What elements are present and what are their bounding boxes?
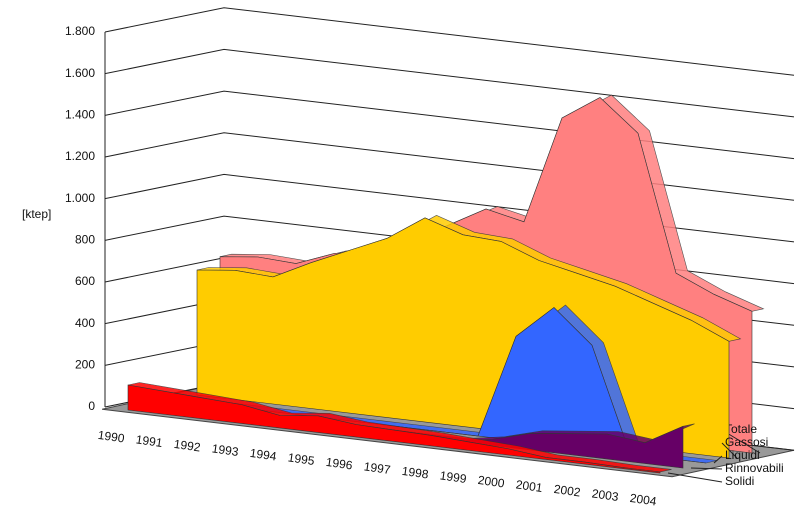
legend-label: Solidi: [725, 474, 754, 488]
x-tick-label: 2002: [553, 482, 582, 500]
grid-line: [104, 48, 795, 118]
legend-leader: [667, 472, 723, 483]
y-tick-label: 1.000: [65, 191, 95, 205]
grid-line: [104, 132, 795, 201]
grid-line: [104, 7, 795, 76]
y-tick-label: 0: [88, 399, 95, 413]
x-tick-label: 1992: [173, 437, 202, 455]
legend-leader: [690, 467, 723, 470]
x-tick-label: 2001: [515, 477, 544, 495]
x-tick-label: 2003: [591, 486, 620, 504]
y-axis-label: [ktep]: [22, 207, 51, 221]
y-tick-label: 800: [75, 233, 95, 247]
x-tick-label: 2004: [629, 491, 658, 509]
y-tick-label: 1.200: [65, 149, 95, 163]
x-tick-label: 2000: [477, 473, 506, 491]
legend-label: Totale: [725, 422, 757, 436]
legend-label: Gassosi: [725, 435, 768, 449]
x-tick-label: 1990: [97, 428, 126, 446]
x-tick-label: 1994: [249, 446, 278, 464]
x-tick-label: 1999: [439, 468, 468, 486]
grid-line: [104, 90, 795, 160]
x-tick-label: 1997: [363, 459, 392, 477]
x-tick-label: 1993: [211, 441, 240, 459]
y-tick-label: 1.800: [65, 24, 95, 38]
y-tick-label: 200: [75, 358, 95, 372]
legend-leader: [721, 442, 738, 459]
y-tick-label: 1.400: [65, 108, 95, 122]
legend-label: Liquidi: [725, 448, 760, 462]
legend-label: Rinnovabili: [725, 461, 784, 475]
x-tick-label: 1996: [325, 455, 354, 473]
y-tick-label: 400: [75, 316, 95, 330]
x-tick-label: 1995: [287, 450, 316, 468]
area: [127, 384, 661, 474]
x-tick-label: 1991: [135, 432, 164, 450]
x-tick-label: 1998: [401, 464, 430, 482]
y-tick-label: 1.600: [65, 66, 95, 80]
legend-leader: [713, 455, 723, 464]
y-tick-label: 600: [75, 274, 95, 288]
